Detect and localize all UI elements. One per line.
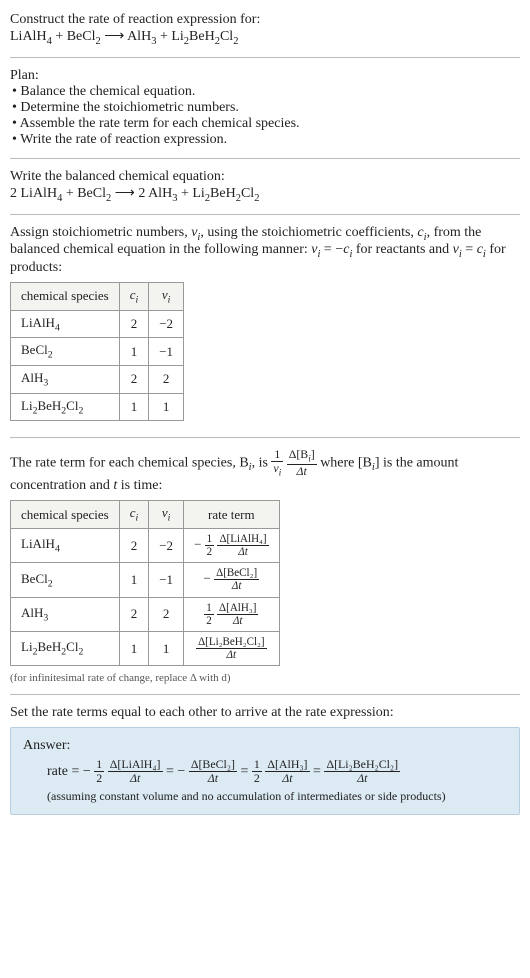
table-row: Li2BeH2Cl2 1 1 Δ[Li₂BeH₂Cl₂]Δt xyxy=(11,631,280,665)
answer-label: Answer: xyxy=(23,738,507,754)
balanced-title: Write the balanced chemical equation: xyxy=(10,169,520,185)
vi-cell: 2 xyxy=(149,597,184,631)
table-row: AlH3 2 2 12 Δ[AlH₃]Δt xyxy=(11,597,280,631)
table-row: LiAlH4 2 −2 xyxy=(11,310,184,338)
species-cell: LiAlH4 xyxy=(11,529,120,563)
plan-item: Write the rate of reaction expression. xyxy=(12,132,520,148)
table-header: ci xyxy=(119,501,149,529)
prompt-line1: Construct the rate of reaction expressio… xyxy=(10,12,520,28)
table-header-row: chemical species ci νi rate term xyxy=(11,501,280,529)
ci-cell: 1 xyxy=(119,631,149,665)
table-header: νi xyxy=(149,501,184,529)
plan-title: Plan: xyxy=(10,68,520,84)
rateterm-cell: 12 Δ[AlH₃]Δt xyxy=(184,597,280,631)
vi-cell: −1 xyxy=(149,338,184,366)
species-cell: LiAlH4 xyxy=(11,310,120,338)
species-cell: AlH3 xyxy=(11,365,120,393)
table-header-row: chemical species ci νi xyxy=(11,283,184,311)
vi-cell: 1 xyxy=(149,393,184,421)
ci-cell: 1 xyxy=(119,338,149,366)
divider xyxy=(10,57,520,58)
prompt-equation: LiAlH4 + BeCl2 ⟶ AlH3 + Li2BeH2Cl2 xyxy=(10,28,520,47)
rateterm-cell: Δ[Li₂BeH₂Cl₂]Δt xyxy=(184,631,280,665)
ci-cell: 2 xyxy=(119,529,149,563)
stoich-table: chemical species ci νi LiAlH4 2 −2 BeCl2… xyxy=(10,282,184,421)
table-row: AlH3 2 2 xyxy=(11,365,184,393)
table-row: LiAlH4 2 −2 − 12 Δ[LiAlH₄]Δt xyxy=(11,529,280,563)
rateterm-table: chemical species ci νi rate term LiAlH4 … xyxy=(10,500,280,666)
table-header: rate term xyxy=(184,501,280,529)
answer-box: Answer: rate = − 12 Δ[LiAlH₄]Δt = − Δ[Be… xyxy=(10,727,520,815)
table-header: chemical species xyxy=(11,501,120,529)
rateterm-cell: − Δ[BeCl₂]Δt xyxy=(184,563,280,597)
final-intro: Set the rate terms equal to each other t… xyxy=(10,705,520,721)
ci-cell: 2 xyxy=(119,365,149,393)
rateterm-intro: The rate term for each chemical species,… xyxy=(10,448,520,494)
answer-assumption: (assuming constant volume and no accumul… xyxy=(23,789,507,804)
table-header: ci xyxy=(119,283,149,311)
vi-cell: −2 xyxy=(149,310,184,338)
stoich-section: Assign stoichiometric numbers, νi, using… xyxy=(10,219,520,434)
table-row: Li2BeH2Cl2 1 1 xyxy=(11,393,184,421)
vi-cell: 2 xyxy=(149,365,184,393)
plan-list: Balance the chemical equation. Determine… xyxy=(10,84,520,148)
species-cell: Li2BeH2Cl2 xyxy=(11,631,120,665)
rateterm-note: (for infinitesimal rate of change, repla… xyxy=(10,672,520,684)
table-row: BeCl2 1 −1 − Δ[BeCl₂]Δt xyxy=(11,563,280,597)
species-cell: Li2BeH2Cl2 xyxy=(11,393,120,421)
rateterm-section: The rate term for each chemical species,… xyxy=(10,442,520,690)
plan-item: Balance the chemical equation. xyxy=(12,84,520,100)
ci-cell: 1 xyxy=(119,563,149,597)
species-cell: BeCl2 xyxy=(11,338,120,366)
table-header: νi xyxy=(149,283,184,311)
prompt-section: Construct the rate of reaction expressio… xyxy=(10,6,520,53)
divider xyxy=(10,437,520,438)
frac: 1νi xyxy=(271,448,283,478)
table-row: BeCl2 1 −1 xyxy=(11,338,184,366)
vi-cell: −2 xyxy=(149,529,184,563)
divider xyxy=(10,214,520,215)
vi-cell: −1 xyxy=(149,563,184,597)
frac: Δ[Bi]Δt xyxy=(287,448,317,478)
balanced-equation: 2 LiAlH4 + BeCl2 ⟶ 2 AlH3 + Li2BeH2Cl2 xyxy=(10,185,520,204)
vi-cell: 1 xyxy=(149,631,184,665)
plan-section: Plan: Balance the chemical equation. Det… xyxy=(10,62,520,154)
answer-expression: rate = − 12 Δ[LiAlH₄]Δt = − Δ[BeCl₂]Δt =… xyxy=(23,758,507,785)
ci-cell: 1 xyxy=(119,393,149,421)
rateterm-cell: − 12 Δ[LiAlH₄]Δt xyxy=(184,529,280,563)
divider xyxy=(10,158,520,159)
table-header: chemical species xyxy=(11,283,120,311)
ci-cell: 2 xyxy=(119,597,149,631)
final-section: Set the rate terms equal to each other t… xyxy=(10,699,520,821)
ci-cell: 2 xyxy=(119,310,149,338)
stoich-intro: Assign stoichiometric numbers, νi, using… xyxy=(10,225,520,277)
species-cell: AlH3 xyxy=(11,597,120,631)
plan-item: Determine the stoichiometric numbers. xyxy=(12,100,520,116)
balanced-section: Write the balanced chemical equation: 2 … xyxy=(10,163,520,210)
species-cell: BeCl2 xyxy=(11,563,120,597)
divider xyxy=(10,694,520,695)
plan-item: Assemble the rate term for each chemical… xyxy=(12,116,520,132)
